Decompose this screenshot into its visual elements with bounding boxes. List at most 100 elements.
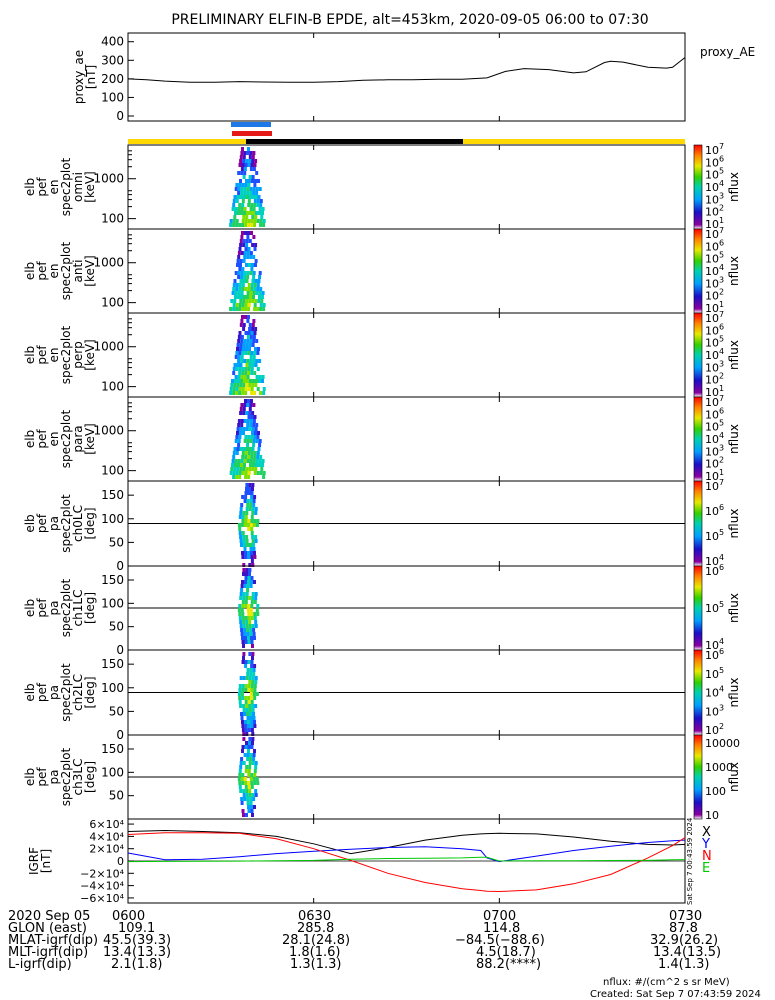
omni-cell (238, 203, 242, 207)
anti-cell (239, 243, 243, 247)
ch3lc-cell (256, 781, 260, 785)
para-cell (244, 471, 248, 475)
ch1lc-cell (244, 580, 247, 584)
perp-cell (235, 367, 239, 371)
ch3lc-cell (250, 785, 254, 789)
perp-cell (254, 363, 258, 367)
para-colorbar-exp-3: 4 (719, 431, 724, 440)
para-cell (258, 443, 262, 447)
ch2lc-cell (250, 696, 254, 700)
ch0lc-cell (250, 531, 254, 535)
ch0lc-cell (240, 523, 244, 527)
omni-cell (243, 187, 247, 191)
omni-cell (240, 207, 244, 211)
para-cell (248, 427, 252, 431)
perp-cell (244, 315, 247, 319)
anti-cell (244, 303, 248, 307)
perp-cell (245, 383, 249, 387)
omni-cell (246, 211, 249, 215)
para-cell (242, 407, 246, 411)
ch3lc-colorbar-tick-0: 10000 (705, 737, 740, 750)
anti-cell (251, 279, 255, 283)
ch1lc-cell (254, 592, 258, 596)
ch1lc-cell (242, 568, 246, 572)
ch2lc-cell (250, 724, 254, 728)
footer-row-label-0: 2020 Sep 05 (8, 909, 90, 924)
ch2lc-cell (244, 724, 248, 728)
omni-zlabel-text: nflux (727, 172, 741, 202)
ch3lc-cell (247, 781, 251, 785)
anti-cell (230, 299, 234, 303)
ch3lc-yticklabel-0: 150 (101, 742, 124, 756)
ch0lc-cell (251, 511, 255, 515)
para-cell (239, 407, 243, 411)
anti-cell (237, 251, 241, 255)
legend-x: X (702, 825, 711, 840)
ch3lc-cell (238, 769, 242, 773)
ch2lc-cell (238, 696, 242, 700)
ch0lc-cell (250, 495, 254, 499)
omni-cell (234, 207, 238, 211)
ch1lc-cell (246, 628, 250, 632)
anti-cell (250, 283, 254, 287)
ch1lc-colorbar-exp-2: 4 (719, 637, 724, 646)
perp-cell (251, 327, 255, 331)
para-cell (240, 423, 244, 427)
ch2lc-colorbar-exp-2: 4 (719, 685, 724, 694)
omni-cell (252, 187, 256, 191)
ch0lc-cell (252, 543, 255, 547)
ch0lc-zlabel: nflux (727, 509, 741, 539)
ch3lc-zlabel: nflux (727, 762, 741, 792)
ch1lc-yticklabel-1: 100 (101, 596, 124, 610)
ch0lc-cell (249, 543, 252, 547)
para-cell (232, 451, 236, 455)
footer-row-label-1: GLON (east) (8, 921, 87, 936)
omni-cell (247, 163, 251, 167)
anti-cell (262, 303, 266, 307)
ch0lc-ylabel-line-4: ch0LC (71, 505, 85, 542)
ch3lc-cell (250, 805, 253, 809)
ch2lc-ylabel-line-5: [deg] (83, 677, 97, 709)
ch1lc-ylabel-line-2: pa (47, 601, 61, 616)
anti-cell (253, 247, 257, 251)
perp-cell (232, 371, 236, 375)
ch3lc-cell (253, 781, 257, 785)
omni-cell (243, 167, 247, 171)
ch0lc-cell (245, 539, 249, 543)
ch1lc-cell (252, 628, 256, 632)
anti-cell (246, 291, 250, 295)
ch0lc-cell (250, 491, 254, 495)
para-cell (236, 427, 240, 431)
perp-cell (246, 335, 250, 339)
ch0lc-cell (242, 563, 246, 567)
ch2lc-colorbar-tick-3: 103 (705, 703, 724, 718)
perp-cell (235, 387, 239, 391)
perp-cell (241, 367, 245, 371)
anti-cell (240, 235, 244, 239)
para-ylabel-line-3: spec2plot (59, 409, 73, 468)
omni-cell (233, 195, 237, 199)
ch3lc-cell (243, 753, 247, 757)
ch0lc-cell (252, 503, 256, 507)
ch2lc-colorbar-exp-4: 2 (719, 722, 724, 731)
ch1lc-cell (247, 636, 250, 640)
anti-ylabel-line-3: spec2plot (59, 241, 73, 300)
ch0lc-cell (241, 531, 245, 535)
ch2lc-cell (248, 704, 252, 708)
perp-cell (250, 371, 254, 375)
omni-cell (250, 223, 254, 227)
para-cell (250, 455, 254, 459)
para-cell (254, 431, 257, 435)
omni-ylabel-line-3: spec2plot (59, 157, 73, 216)
ch0lc-cell (241, 495, 245, 499)
perp-cell (247, 331, 251, 335)
anti-cell (256, 307, 260, 311)
perp-cell (240, 319, 244, 323)
omni-cell (232, 219, 236, 223)
perp-cell (249, 359, 253, 363)
para-frame (127, 396, 686, 482)
ch1lc-cell (250, 640, 254, 644)
ch2lc-colorbar-tick-1: 105 (705, 666, 724, 681)
ch1lc-cell (246, 632, 250, 636)
